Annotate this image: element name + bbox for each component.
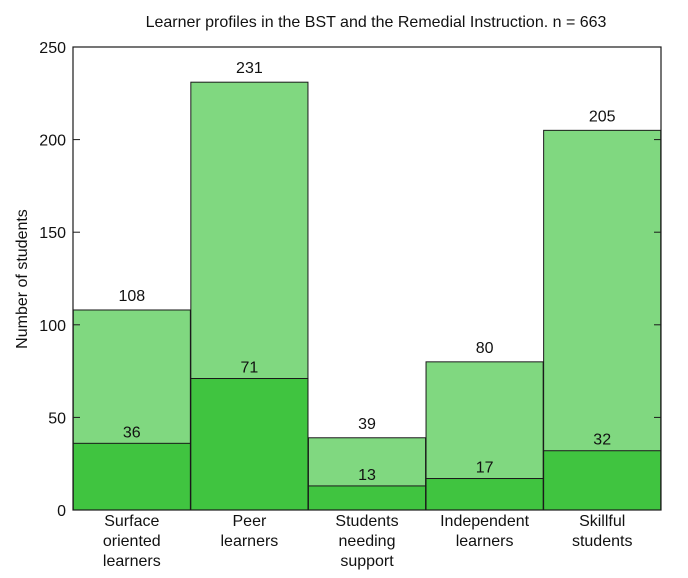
data-label-total: 80: [476, 340, 494, 357]
bar-total: [543, 129, 662, 511]
y-axis-label: Number of students: [14, 209, 31, 349]
x-tick-label-line: Peer: [233, 513, 267, 530]
bar-inner: [307, 485, 427, 511]
y-tick-label: 100: [39, 318, 66, 335]
plot-frame: [72, 46, 662, 511]
x-tick-label-line: needing: [339, 533, 396, 550]
y-tick-label: 200: [39, 133, 66, 150]
x-tick-label-line: learners: [220, 533, 278, 550]
bar-inner: [72, 442, 191, 511]
data-label-total: 231: [236, 60, 263, 77]
x-tick-label: Skillful students: [572, 513, 632, 550]
y-tick-label: 0: [57, 503, 66, 520]
data-label-inner: 17: [476, 460, 494, 477]
x-tick-label-line: support: [340, 553, 394, 570]
x-tick-label: Independent learners: [440, 513, 530, 550]
bar-inner: [425, 478, 544, 511]
data-label-inner: 32: [593, 432, 611, 449]
x-tick-label: Surface oriented learners: [103, 513, 161, 570]
data-label-inner: 71: [241, 360, 259, 377]
x-tick-label-line: learners: [456, 533, 514, 550]
bar-inner: [543, 450, 662, 511]
x-axis-labels: Surface oriented learners Peer learners Stude…: [103, 513, 633, 570]
chart-title: Learner profiles in the BST and the Reme…: [146, 14, 607, 31]
x-tick-label-line: Skillful: [579, 513, 625, 530]
bars-group: [72, 81, 662, 511]
y-axis-ticks: 0 50 100 150 200 250: [39, 40, 661, 520]
x-tick-label-line: oriented: [103, 533, 161, 550]
x-tick-label: Peer learners: [220, 513, 278, 550]
y-tick-label: 50: [48, 410, 66, 427]
x-tick-label-line: Independent: [440, 513, 530, 530]
x-tick-label-line: learners: [103, 553, 161, 570]
x-tick-label-line: Students: [335, 513, 398, 530]
data-label-inner: 36: [123, 424, 141, 441]
y-tick-label: 250: [39, 40, 66, 57]
x-tick-label: Students needing support: [335, 513, 398, 570]
x-tick-label-line: Surface: [104, 513, 159, 530]
data-label-inner: 13: [358, 467, 376, 484]
labels-group: 108 36 231 71 39 13 80 17 205 32: [118, 60, 615, 484]
data-label-total: 108: [118, 288, 145, 305]
data-label-total: 39: [358, 416, 376, 433]
y-tick-label: 150: [39, 225, 66, 242]
data-label-total: 205: [589, 108, 616, 125]
bar-inner: [190, 378, 309, 511]
x-tick-label-line: students: [572, 533, 632, 550]
